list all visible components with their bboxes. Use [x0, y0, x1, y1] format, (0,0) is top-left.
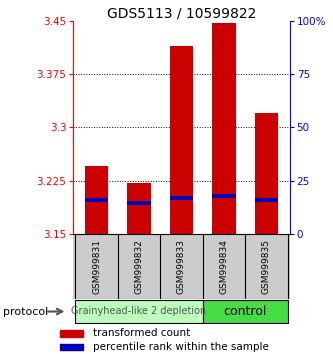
Bar	[127, 183, 151, 234]
Text: protocol: protocol	[3, 307, 49, 316]
Title: GDS5113 / 10599822: GDS5113 / 10599822	[107, 6, 256, 20]
Text: Grainyhead-like 2 depletion: Grainyhead-like 2 depletion	[71, 306, 207, 316]
Bar	[60, 344, 83, 350]
Bar	[255, 113, 278, 234]
Bar	[75, 300, 203, 323]
Text: GSM999834: GSM999834	[219, 239, 228, 294]
Bar	[203, 300, 288, 323]
Text: GSM999835: GSM999835	[262, 239, 271, 294]
Bar	[85, 166, 108, 234]
Text: transformed count: transformed count	[93, 328, 190, 338]
Bar	[255, 198, 278, 202]
Text: GSM999833: GSM999833	[177, 239, 186, 294]
Text: GSM999832: GSM999832	[135, 239, 144, 294]
Bar	[170, 196, 193, 200]
Bar	[127, 201, 151, 205]
Text: percentile rank within the sample: percentile rank within the sample	[93, 342, 269, 352]
Bar	[170, 46, 193, 234]
Text: control: control	[223, 304, 267, 318]
Bar	[85, 198, 108, 202]
Bar	[212, 23, 236, 234]
Bar	[60, 330, 83, 337]
Text: GSM999831: GSM999831	[92, 239, 101, 294]
Bar	[212, 194, 236, 198]
